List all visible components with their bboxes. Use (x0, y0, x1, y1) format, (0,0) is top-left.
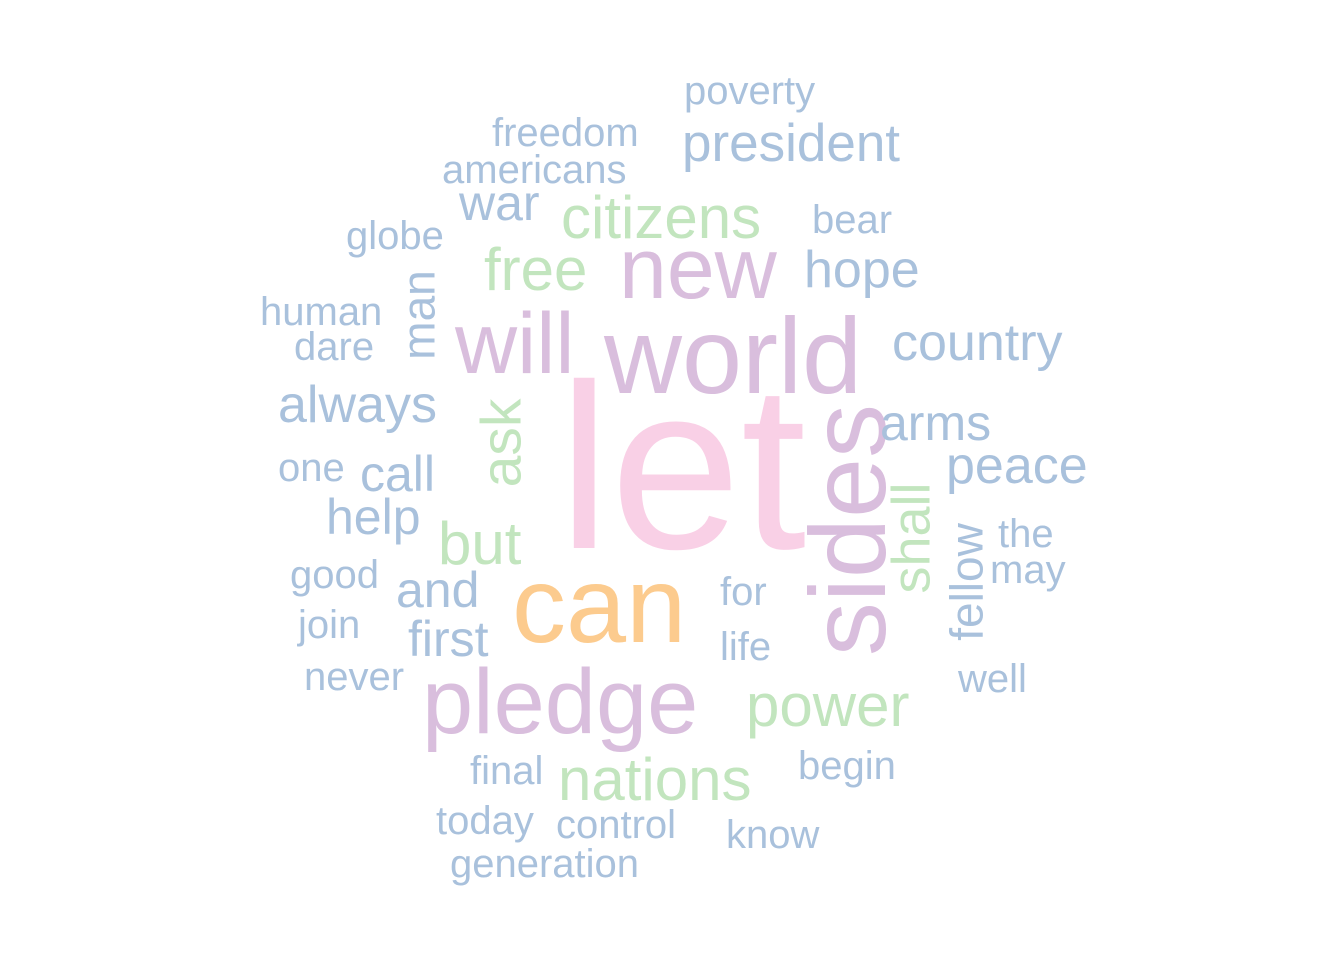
word-help: help (326, 489, 421, 545)
word-generation: generation (450, 842, 639, 886)
word-country: country (892, 314, 1063, 372)
word-know: know (726, 813, 819, 857)
word-control: control (556, 803, 676, 847)
word-always: always (278, 376, 437, 434)
word-join: join (297, 603, 360, 647)
word-pledge: pledge (422, 651, 698, 753)
word-globe: globe (346, 214, 444, 258)
word-may: may (990, 548, 1066, 592)
word-freedom: freedom (492, 111, 639, 155)
word-first: first (408, 611, 489, 667)
word-citizens: citizens (561, 184, 761, 251)
word-bear: bear (812, 198, 892, 242)
word-life: life (720, 625, 771, 669)
word-sides: sides (787, 404, 908, 656)
word-never: never (304, 655, 404, 699)
word-one: one (278, 446, 345, 490)
word-poverty: poverty (684, 69, 815, 113)
word-today: today (436, 799, 534, 843)
word-power: power (746, 672, 909, 739)
word-ask: ask (470, 398, 534, 487)
word-new: new (619, 221, 778, 317)
word-the: the (998, 512, 1054, 556)
word-president: president (682, 114, 900, 173)
word-for: for (720, 570, 767, 614)
word-begin: begin (798, 744, 896, 788)
word-and: and (396, 562, 479, 618)
word-good: good (290, 553, 379, 597)
word-shall: shall (881, 482, 941, 593)
word-final: final (470, 749, 543, 793)
word-arms: arms (880, 395, 991, 451)
word-can: can (512, 544, 686, 665)
word-will: will (454, 296, 574, 392)
word-americans: americans (442, 148, 627, 192)
word-fellow: fellow (941, 522, 993, 640)
word-call: call (360, 446, 435, 502)
word-nations: nations (558, 746, 751, 813)
word-hope: hope (804, 241, 920, 299)
word-human: human (260, 290, 382, 334)
word-free: free (484, 236, 587, 303)
word-well: well (957, 657, 1027, 701)
word-man: man (393, 270, 445, 359)
word-but: but (438, 510, 522, 577)
word-dare: dare (294, 325, 374, 369)
word-war: war (458, 175, 540, 231)
word-world: world (603, 295, 862, 416)
word-peace: peace (946, 437, 1088, 495)
word-let: let (558, 335, 806, 598)
